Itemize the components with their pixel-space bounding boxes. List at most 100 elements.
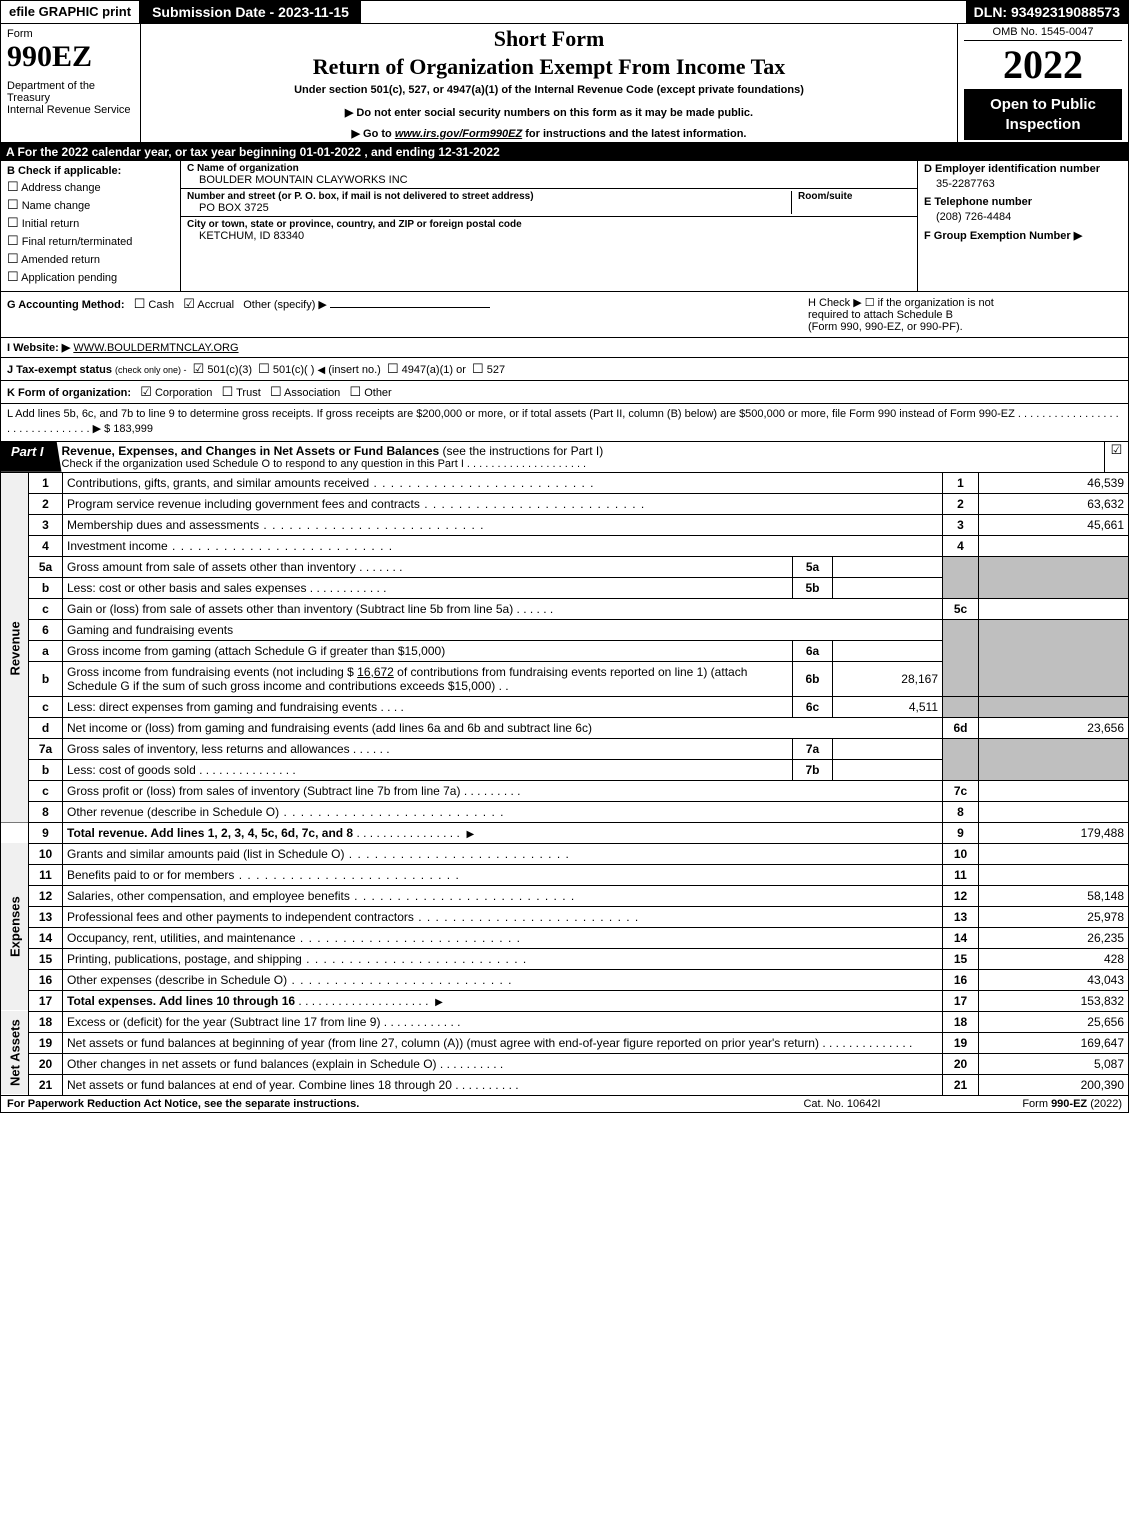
subv xyxy=(833,738,943,759)
arrow-icon xyxy=(435,994,443,1008)
ln: 20 xyxy=(29,1053,63,1074)
lnno: 17 xyxy=(943,990,979,1011)
amt xyxy=(979,801,1129,822)
lnno: 14 xyxy=(943,927,979,948)
spacer xyxy=(361,1,966,23)
revenue-label: Revenue xyxy=(1,473,29,823)
topbar: efile GRAPHIC print Submission Date - 20… xyxy=(0,0,1129,24)
desc: Total expenses. Add lines 10 through 16 xyxy=(67,994,295,1008)
subn: 7b xyxy=(793,759,833,780)
website-link[interactable]: WWW.BOULDERMTNCLAY.ORG xyxy=(73,342,238,354)
ln: b xyxy=(29,661,63,696)
efile-text: efile GRAPHIC print xyxy=(9,4,131,19)
ln: 8 xyxy=(29,801,63,822)
d-hdr: D Employer identification number xyxy=(924,163,1122,175)
desc: Net assets or fund balances at end of ye… xyxy=(67,1078,452,1092)
form-word: Form xyxy=(7,28,134,40)
amt: 5,087 xyxy=(979,1053,1129,1074)
desc: Program service revenue including govern… xyxy=(67,497,420,511)
row-h: H Check ▶ ☐ if the organization is not r… xyxy=(802,296,1122,333)
shade xyxy=(979,556,1129,598)
ln: 3 xyxy=(29,514,63,535)
ln: 5a xyxy=(29,556,63,577)
lnno: 15 xyxy=(943,948,979,969)
ln: 12 xyxy=(29,885,63,906)
ln: c xyxy=(29,696,63,717)
ln: d xyxy=(29,717,63,738)
footer: For Paperwork Reduction Act Notice, see … xyxy=(0,1096,1129,1113)
shade xyxy=(979,696,1129,717)
ln: b xyxy=(29,577,63,598)
dln: DLN: 93492319088573 xyxy=(966,1,1128,23)
chk-accrual[interactable] xyxy=(183,299,195,311)
chk-app-pending[interactable]: Application pending xyxy=(7,269,174,285)
chk-501c3[interactable] xyxy=(193,364,205,376)
chk-501c[interactable] xyxy=(258,364,270,376)
lnno: 18 xyxy=(943,1011,979,1032)
desc: Grants and similar amounts paid (list in… xyxy=(67,847,344,861)
amt: 169,647 xyxy=(979,1032,1129,1053)
lnno: 3 xyxy=(943,514,979,535)
lnno: 4 xyxy=(943,535,979,556)
ein: 35-2287763 xyxy=(936,178,1122,190)
part1-title: Revenue, Expenses, and Changes in Net As… xyxy=(56,442,1104,472)
subn: 7a xyxy=(793,738,833,759)
amt: 26,235 xyxy=(979,927,1129,948)
j-sub: (check only one) - xyxy=(115,365,187,375)
amt: 25,656 xyxy=(979,1011,1129,1032)
phone: (208) 726-4484 xyxy=(936,211,1122,223)
subv xyxy=(833,759,943,780)
chk-trust[interactable] xyxy=(222,387,234,399)
ln: 19 xyxy=(29,1032,63,1053)
chk-name-change[interactable]: Name change xyxy=(7,197,174,213)
chk-527[interactable] xyxy=(472,364,484,376)
dept: Department of the Treasury Internal Reve… xyxy=(7,80,134,116)
desc: Benefits paid to or for members xyxy=(67,868,234,882)
subn: 6a xyxy=(793,640,833,661)
row-l: L Add lines 5b, 6c, and 7b to line 9 to … xyxy=(0,404,1129,442)
lnno: 16 xyxy=(943,969,979,990)
desc: Investment income xyxy=(67,539,168,553)
desc: Contributions, gifts, grants, and simila… xyxy=(67,476,369,490)
other-blank[interactable] xyxy=(330,307,490,308)
chk-address-change[interactable]: Address change xyxy=(7,179,174,195)
shade xyxy=(943,696,979,717)
goto-pre: ▶ Go to xyxy=(352,128,395,140)
ln: 7a xyxy=(29,738,63,759)
chk-amended[interactable]: Amended return xyxy=(7,251,174,267)
chk-final-return[interactable]: Final return/terminated xyxy=(7,233,174,249)
desc: Less: cost or other basis and sales expe… xyxy=(67,581,306,595)
lnno: 9 xyxy=(943,822,979,843)
row-i: I Website: ▶ WWW.BOULDERMTNCLAY.ORG xyxy=(0,338,1129,358)
desc: Gross profit or (loss) from sales of inv… xyxy=(67,784,460,798)
chk-corp[interactable] xyxy=(140,387,152,399)
chk-cash[interactable] xyxy=(134,299,146,311)
ln: c xyxy=(29,598,63,619)
c-name-hdr: C Name of organization xyxy=(187,163,911,174)
submission-date: Submission Date - 2023-11-15 xyxy=(140,1,361,23)
part1-sub: Check if the organization used Schedule … xyxy=(62,458,1098,470)
efile-link[interactable]: efile GRAPHIC print xyxy=(1,1,140,23)
lines-table: Revenue 1 Contributions, gifts, grants, … xyxy=(0,473,1129,1096)
desc: Other changes in net assets or fund bala… xyxy=(67,1057,437,1071)
subv xyxy=(833,556,943,577)
subn: 5a xyxy=(793,556,833,577)
h-line3: (Form 990, 990-EZ, or 990-PF). xyxy=(808,321,1122,333)
chk-initial-return[interactable]: Initial return xyxy=(7,215,174,231)
amt xyxy=(979,843,1129,864)
shade xyxy=(943,619,979,696)
chk-other[interactable] xyxy=(349,387,361,399)
chk-4947[interactable] xyxy=(387,364,399,376)
note-goto: ▶ Go to www.irs.gov/Form990EZ for instru… xyxy=(149,127,949,140)
room-hdr: Room/suite xyxy=(798,191,911,202)
desc: Gross income from fundraising events (no… xyxy=(63,661,793,696)
irs-link[interactable]: www.irs.gov/Form990EZ xyxy=(395,128,522,140)
short-form: Short Form xyxy=(149,26,949,52)
desc: Occupancy, rent, utilities, and maintena… xyxy=(67,931,296,945)
chk-assoc[interactable] xyxy=(270,387,282,399)
amt xyxy=(979,780,1129,801)
desc: Other expenses (describe in Schedule O) xyxy=(67,973,287,987)
ln: 11 xyxy=(29,864,63,885)
amt xyxy=(979,598,1129,619)
part1-check[interactable] xyxy=(1104,442,1128,472)
